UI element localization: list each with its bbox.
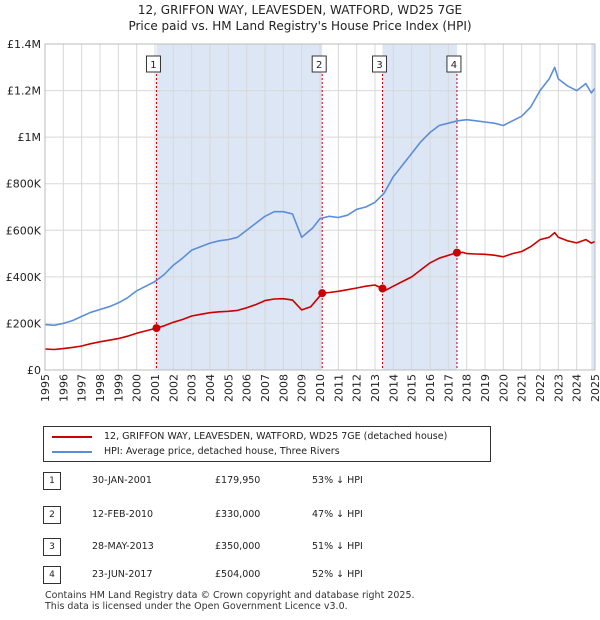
x-tick-label: 2001 (149, 374, 162, 402)
sale-hpi-diff: 47% ↓ HPI (312, 509, 363, 520)
x-tick-label: 2021 (516, 374, 529, 402)
table-row: 4 23-JUN-2017 £504,000 52% ↓ HPI (0, 566, 600, 586)
table-row: 3 28-MAY-2013 £350,000 51% ↓ HPI (0, 538, 600, 558)
x-tick-label: 2007 (259, 374, 272, 402)
sale-point (152, 324, 161, 333)
sale-point (452, 248, 461, 257)
x-tick-label: 2018 (461, 374, 474, 402)
title: 12, GRIFFON WAY, LEAVESDEN, WATFORD, WD2… (137, 3, 463, 17)
x-tick-label: 2015 (406, 374, 419, 402)
sale-point (318, 289, 327, 298)
x-tick-label: 2017 (442, 374, 455, 402)
y-tick-label: £1.4M (7, 38, 41, 51)
y-tick-label: £800K (6, 178, 42, 191)
y-tick-label: £400K (6, 271, 42, 284)
x-tick-label: 1998 (94, 374, 107, 402)
footer-copyright: Contains HM Land Registry data © Crown c… (45, 590, 415, 601)
table-row: 1 30-JAN-2001 £179,950 53% ↓ HPI (0, 472, 600, 492)
sale-date: 28-MAY-2013 (92, 541, 154, 552)
x-tick-label: 2005 (222, 374, 235, 402)
shaded-span (156, 44, 323, 370)
hpi-line (44, 66, 596, 327)
x-tick-label: 2000 (131, 374, 144, 402)
sale-price: £179,950 (215, 475, 261, 486)
legend-swatch-hpi (52, 450, 92, 453)
x-tick-label: 1995 (39, 374, 52, 402)
y-tick-label: £600K (6, 224, 42, 237)
shaded-span (591, 44, 595, 370)
sale-hpi-diff: 52% ↓ HPI (312, 569, 363, 580)
x-tick-label: 1999 (112, 374, 125, 402)
shaded-span (382, 44, 457, 370)
x-tick-label: 2013 (369, 374, 382, 402)
sale-marker-box (311, 55, 327, 73)
x-tick-label: 2011 (332, 374, 345, 402)
sale-hpi-diff: 53% ↓ HPI (312, 475, 363, 486)
y-tick-label: £0 (27, 364, 41, 377)
y-tick-label: £1M (18, 131, 42, 144)
x-tick-label: 2019 (479, 374, 492, 402)
sale-marker-box (145, 55, 161, 73)
x-tick-label: 2002 (167, 374, 180, 402)
footer: Contains HM Land Registry data © Crown c… (45, 590, 415, 612)
x-tick-label: 1997 (76, 374, 89, 402)
sale-price: £350,000 (215, 541, 261, 552)
sale-marker-box (446, 55, 462, 73)
sale-hpi-diff: 51% ↓ HPI (312, 541, 363, 552)
plot-border (44, 43, 596, 371)
sale-date: 30-JAN-2001 (92, 475, 152, 486)
sale-number: 2 (43, 506, 61, 524)
legend-item-hpi: HPI: Average price, detached house, Thre… (52, 445, 340, 459)
sale-price: £504,000 (215, 569, 261, 580)
y-tick-label: £200K (6, 317, 42, 330)
x-tick-label: 2009 (296, 374, 309, 402)
x-tick-label: 2008 (277, 374, 290, 402)
x-tick-label: 2010 (314, 374, 327, 402)
sale-marker-label: 1 (150, 60, 156, 71)
subtitle: Price paid vs. HM Land Registry's House … (128, 19, 472, 33)
x-tick-label: 1996 (57, 374, 70, 402)
legend-swatch-property (52, 435, 92, 438)
table-row: 2 12-FEB-2010 £330,000 47% ↓ HPI (0, 506, 600, 526)
sale-marker-label: 2 (316, 60, 322, 71)
legend-label-hpi: HPI: Average price, detached house, Thre… (104, 446, 340, 457)
price-chart: £0 £200K £400K £600K £800K £1M £1.2M £1.4M 1995 1… (6, 38, 600, 402)
x-tick-label: 2014 (387, 374, 400, 402)
legend-item-property: 12, GRIFFON WAY, LEAVESDEN, WATFORD, WD2… (52, 430, 447, 444)
sale-number: 3 (43, 538, 61, 556)
x-tick-label: 2004 (204, 374, 217, 402)
sale-marker-box (372, 55, 388, 73)
property-line (44, 231, 596, 351)
x-tick-label: 2012 (351, 374, 364, 402)
sale-marker-label: 3 (376, 60, 382, 71)
x-tick-label: 2006 (241, 374, 254, 402)
x-tick-label: 2023 (552, 374, 565, 402)
x-tick-label: 2024 (571, 374, 584, 402)
legend-label-property: 12, GRIFFON WAY, LEAVESDEN, WATFORD, WD2… (104, 431, 448, 442)
sale-date: 12-FEB-2010 (92, 509, 154, 520)
sale-point (378, 284, 387, 293)
footer-licence: This data is licensed under the Open Gov… (45, 601, 348, 612)
x-tick-label: 2003 (186, 374, 199, 402)
chart-title: 12, GRIFFON WAY, LEAVESDEN, WATFORD, WD2… (0, 2, 600, 34)
x-tick-label: 2022 (534, 374, 547, 402)
sale-number: 1 (43, 472, 61, 490)
sale-marker-label: 4 (451, 60, 457, 71)
sale-date: 23-JUN-2017 (92, 569, 153, 580)
y-tick-label: £1.2M (7, 85, 41, 98)
sale-number: 4 (43, 566, 61, 584)
x-tick-label: 2016 (424, 374, 437, 402)
sale-price: £330,000 (215, 509, 261, 520)
x-tick-label: 2025 (589, 374, 600, 402)
legend: 12, GRIFFON WAY, LEAVESDEN, WATFORD, WD2… (43, 426, 491, 462)
x-tick-label: 2020 (497, 374, 510, 402)
